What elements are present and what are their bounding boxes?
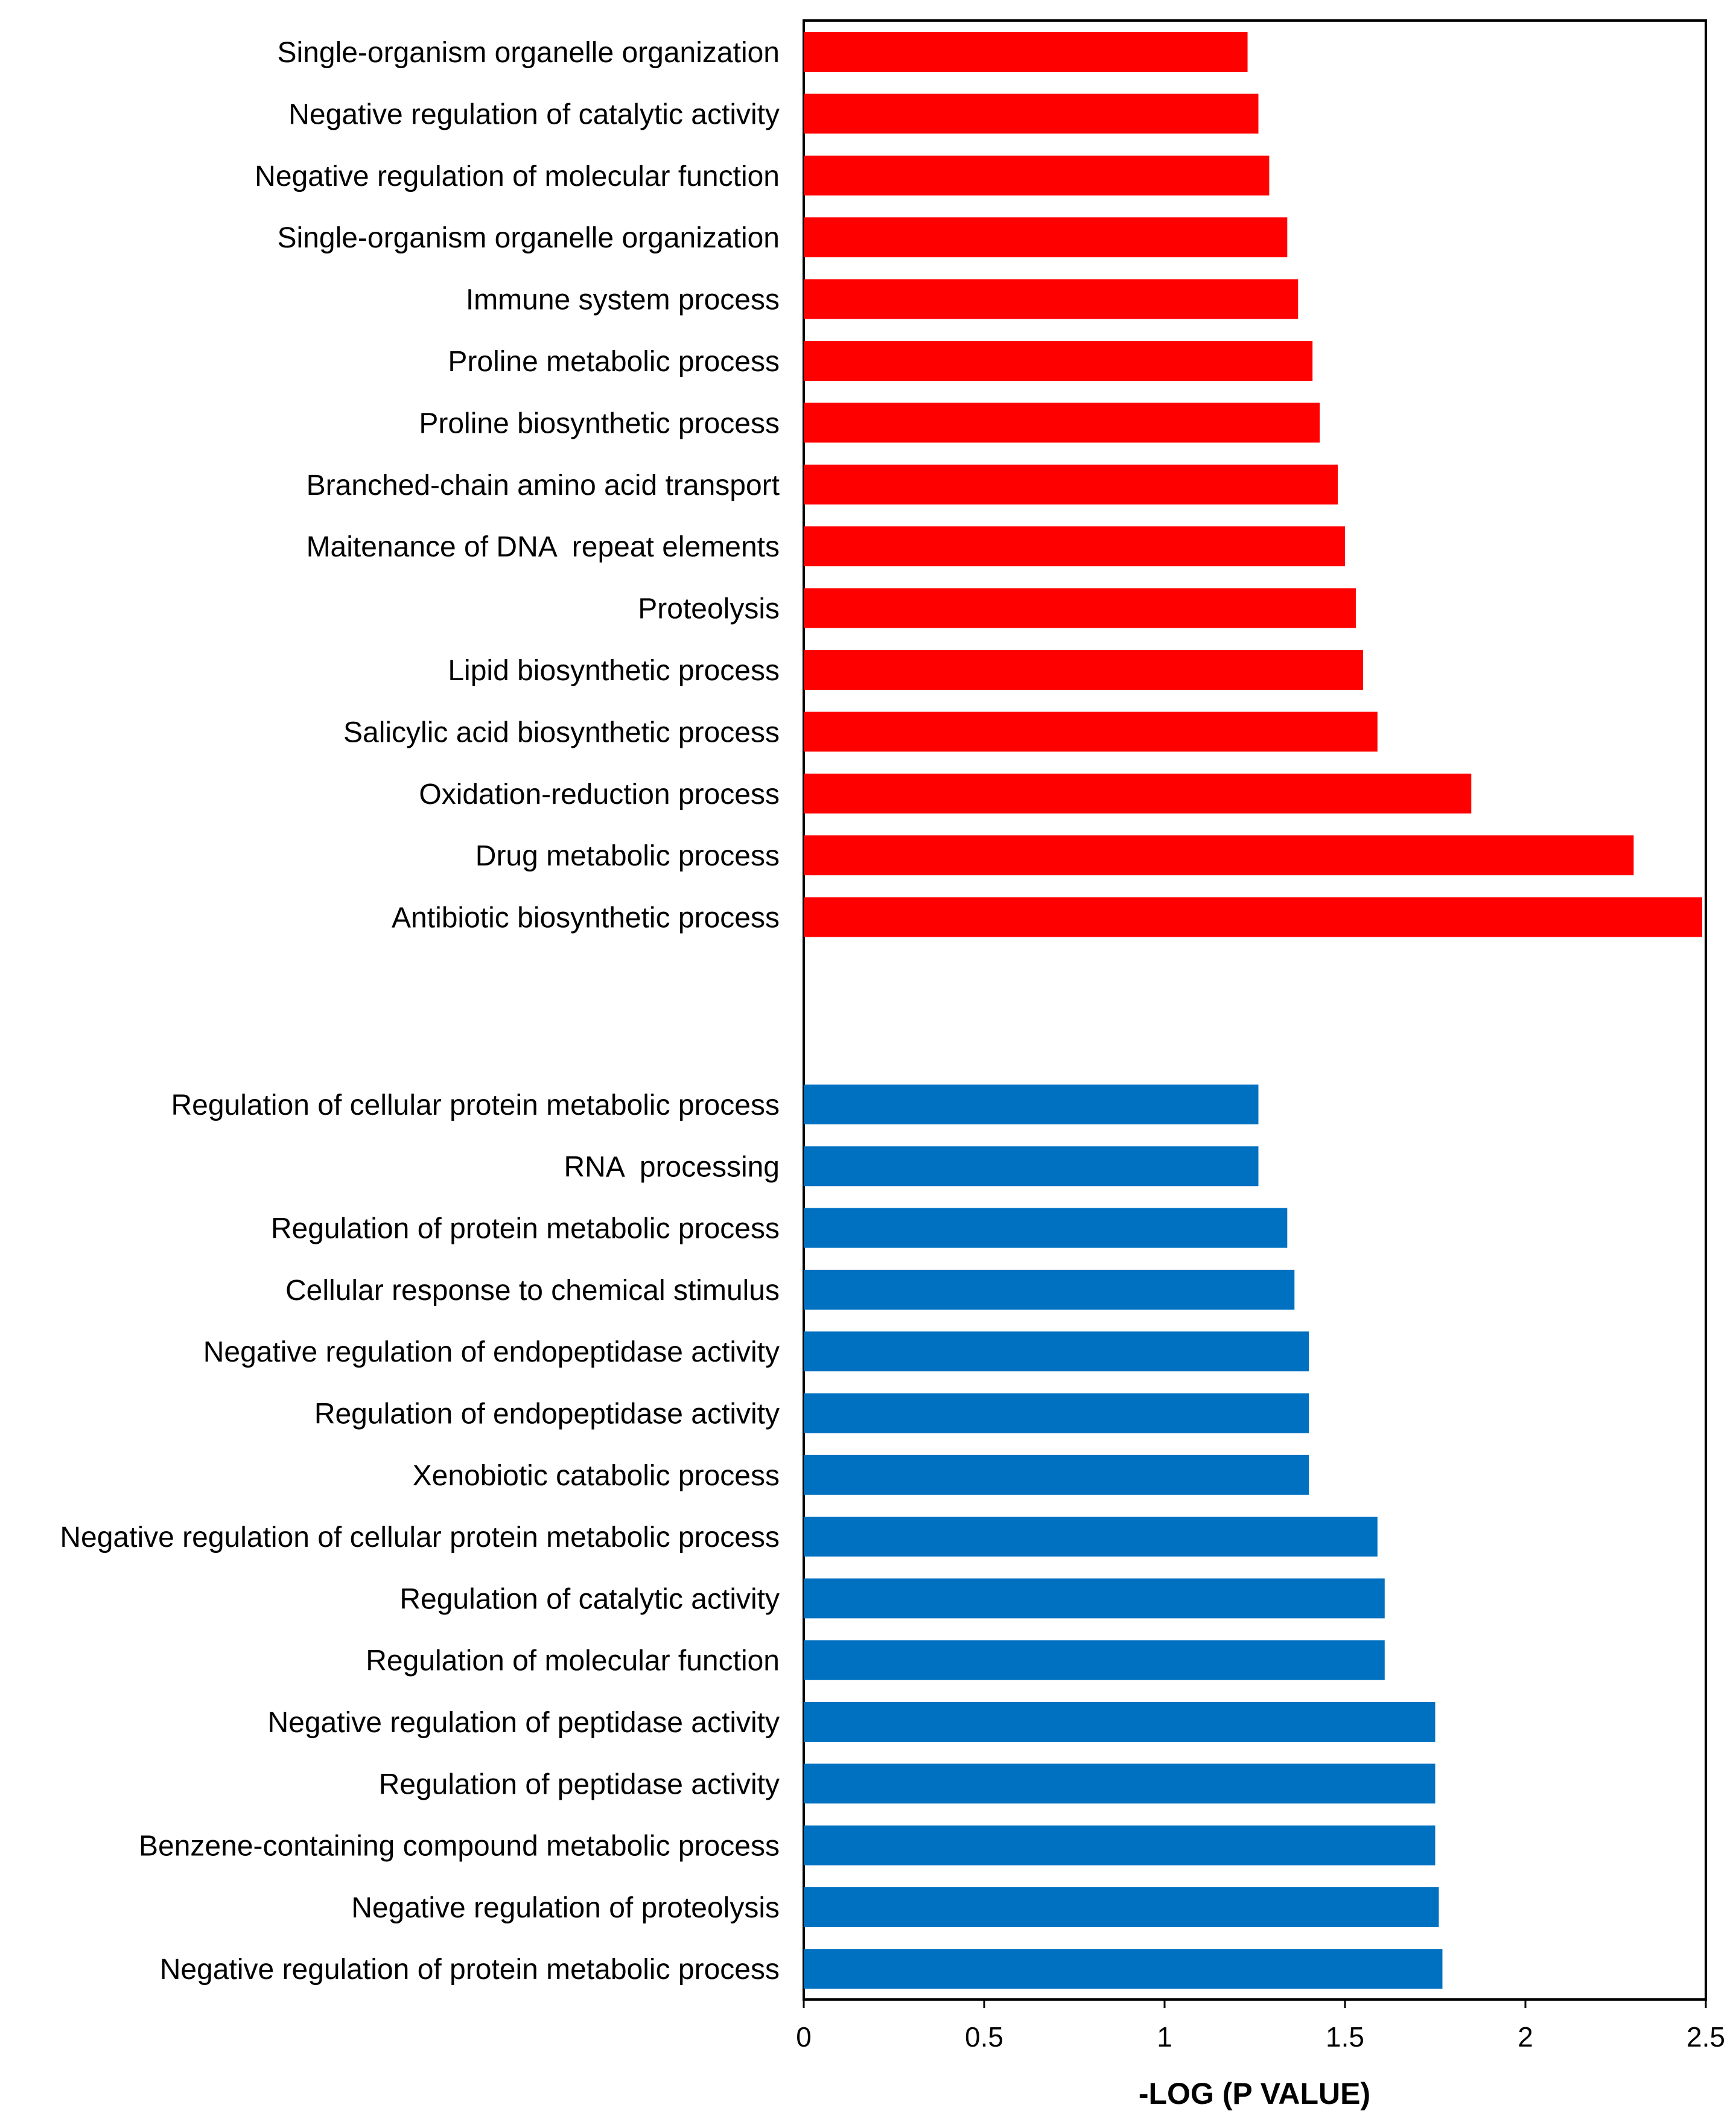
category-label: Salicylic acid biosynthetic process <box>343 716 780 748</box>
bar <box>804 217 1288 258</box>
bar <box>804 1455 1309 1495</box>
category-label: Oxidation-reduction process <box>419 779 780 811</box>
bar <box>804 94 1259 134</box>
bar <box>804 1208 1288 1248</box>
category-labels: Single-organism organelle organization Ne… <box>60 37 780 1986</box>
bar <box>804 1702 1436 1742</box>
bar <box>804 835 1634 876</box>
bar <box>804 1640 1385 1680</box>
category-label: Cellular response to chemical stimulus <box>285 1275 780 1307</box>
bar <box>804 403 1320 443</box>
category-label: Regulation of endopeptidase activity <box>314 1398 780 1430</box>
bar <box>804 1085 1259 1124</box>
bar <box>804 1578 1385 1619</box>
category-label: Negative regulation of cellular protein … <box>60 1522 780 1553</box>
category-label: Regulation of molecular function <box>366 1645 780 1677</box>
bar <box>804 1269 1295 1310</box>
category-label: Negative regulation of molecular functio… <box>255 161 780 193</box>
bar <box>804 1146 1259 1187</box>
category-label: Maitenance of DNA repeat elements <box>307 531 780 563</box>
category-label: Regulation of protein metabolic process <box>271 1213 780 1245</box>
bar <box>804 1825 1436 1866</box>
x-tick-label: 1 <box>1157 2021 1172 2053</box>
category-label: Negative regulation of proteolysis <box>351 1892 780 1924</box>
bar <box>804 1393 1309 1433</box>
x-axis-title: -LOG (P VALUE) <box>1139 2077 1370 2111</box>
bar <box>804 1887 1439 1927</box>
category-label: RNA processing <box>564 1151 780 1183</box>
plot-frame <box>803 19 1707 2001</box>
category-label: Single-organism organelle organization <box>278 222 780 254</box>
category-label: Proline metabolic process <box>448 346 780 378</box>
bar <box>804 1764 1436 1804</box>
bar <box>804 588 1356 628</box>
x-axis-ticks: 0 0.5 1 1.5 2 2.5 <box>796 2000 1725 2053</box>
category-label: Regulation of cellular protein metabolic… <box>171 1089 780 1121</box>
bar <box>804 32 1248 72</box>
bar <box>804 1331 1309 1372</box>
category-label: Antibiotic biosynthetic process <box>392 902 780 934</box>
category-label: Negative regulation of endopeptidase act… <box>203 1336 780 1368</box>
x-tick-label: 0 <box>796 2021 812 2053</box>
bar <box>804 1949 1443 1989</box>
category-label: Single-organism organelle organization <box>278 37 780 69</box>
category-label: Xenobiotic catabolic process <box>413 1460 780 1492</box>
bar <box>804 464 1338 505</box>
category-label: Drug metabolic process <box>475 840 780 872</box>
bar <box>804 1517 1378 1557</box>
category-label: Benzene-containing compound metabolic pr… <box>139 1831 780 1862</box>
category-label: Immune system process <box>466 284 780 316</box>
x-tick-label: 2 <box>1518 2021 1533 2053</box>
bars-layer <box>804 32 1703 1989</box>
bar <box>804 773 1472 814</box>
bar <box>804 650 1363 690</box>
x-tick-label: 2.5 <box>1687 2021 1725 2053</box>
bar <box>804 712 1378 752</box>
x-tick-label: 0.5 <box>965 2021 1003 2053</box>
category-label: Negative regulation of catalytic activit… <box>288 98 780 130</box>
category-label: Lipid biosynthetic process <box>448 655 780 687</box>
bar <box>804 279 1299 319</box>
category-label: Branched-chain amino acid transport <box>307 470 780 502</box>
bar <box>804 341 1313 381</box>
bar <box>804 897 1703 937</box>
x-tick-label: 1.5 <box>1326 2021 1364 2053</box>
bar <box>804 155 1270 196</box>
category-label: Proline biosynthetic process <box>419 407 780 439</box>
category-label: Proteolysis <box>638 593 780 625</box>
category-label: Negative regulation of peptidase activit… <box>267 1707 780 1739</box>
bar <box>804 526 1345 567</box>
category-label: Negative regulation of protein metabolic… <box>160 1954 780 1986</box>
category-label: Regulation of peptidase activity <box>379 1768 780 1800</box>
category-label: Regulation of catalytic activity <box>399 1583 780 1615</box>
